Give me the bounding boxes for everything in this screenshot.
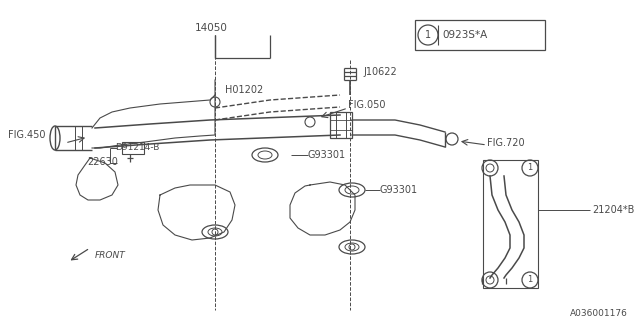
Bar [483, 160, 538, 288]
Circle shape [212, 229, 218, 235]
Text: G93301: G93301 [308, 150, 346, 160]
Ellipse shape [208, 228, 222, 236]
Circle shape [486, 276, 494, 284]
Ellipse shape [345, 243, 359, 251]
Circle shape [305, 117, 315, 127]
Circle shape [446, 133, 458, 145]
Bar [415, 20, 545, 50]
Text: D91214-B: D91214-B [115, 143, 159, 153]
Ellipse shape [50, 126, 60, 150]
Text: H01202: H01202 [225, 85, 263, 95]
Text: 1: 1 [527, 276, 532, 284]
Bar [122, 142, 144, 154]
Circle shape [482, 160, 498, 176]
Text: 21204*B: 21204*B [592, 205, 634, 215]
Text: 0923S*A: 0923S*A [442, 30, 487, 40]
Circle shape [522, 160, 538, 176]
Text: FIG.720: FIG.720 [487, 138, 525, 148]
Text: 1: 1 [425, 30, 431, 40]
Ellipse shape [252, 148, 278, 162]
Bar [330, 112, 352, 138]
Text: FIG.450: FIG.450 [8, 130, 45, 140]
Ellipse shape [258, 151, 272, 159]
Circle shape [349, 244, 355, 250]
Text: J10622: J10622 [363, 67, 397, 77]
Ellipse shape [339, 240, 365, 254]
Circle shape [482, 272, 498, 288]
Circle shape [418, 25, 438, 45]
Circle shape [522, 272, 538, 288]
Text: G93301: G93301 [380, 185, 418, 195]
Text: FRONT: FRONT [95, 251, 125, 260]
Text: 14050: 14050 [195, 23, 228, 33]
Text: FIG.050: FIG.050 [348, 100, 385, 110]
Circle shape [210, 97, 220, 107]
Ellipse shape [339, 183, 365, 197]
Circle shape [486, 164, 494, 172]
Text: 22630: 22630 [87, 157, 118, 167]
Text: A036001176: A036001176 [570, 308, 628, 317]
Ellipse shape [345, 186, 359, 194]
Ellipse shape [202, 225, 228, 239]
Text: 1: 1 [527, 164, 532, 172]
